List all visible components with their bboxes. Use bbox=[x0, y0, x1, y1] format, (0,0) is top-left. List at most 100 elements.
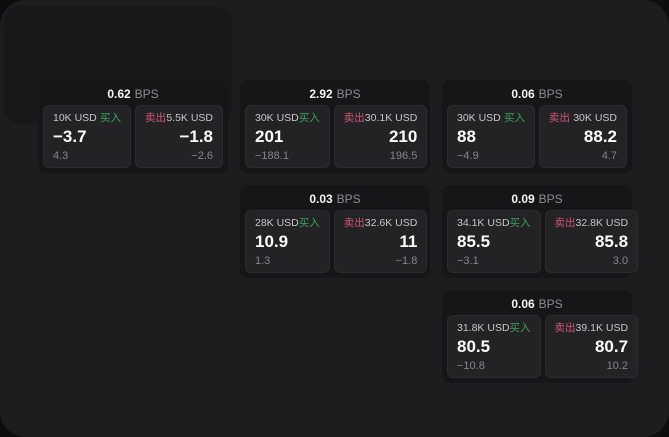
bps-value: 0.09 bbox=[511, 192, 535, 206]
buy-panel-header: 10K USD 买入 bbox=[53, 112, 121, 124]
buy-sub-value: 1.3 bbox=[255, 255, 271, 267]
sell-quote-panel[interactable]: 卖出 39.1K USD 80.7 10.2 bbox=[544, 315, 639, 378]
buy-price: 88 bbox=[457, 127, 476, 146]
bps-value: 2.92 bbox=[309, 87, 333, 101]
sell-price: 11 bbox=[399, 232, 418, 251]
sell-panel-header: 卖出 30K USD bbox=[549, 112, 617, 124]
sell-side-label: 卖出 bbox=[549, 112, 570, 124]
sell-side-label: 卖出 bbox=[554, 322, 576, 334]
buy-price: 201 bbox=[255, 127, 284, 146]
buy-side-label: 买入 bbox=[504, 112, 525, 124]
sell-side-label: 卖出 bbox=[145, 112, 166, 124]
buy-sub-value: −3.1 bbox=[457, 255, 479, 267]
bps-unit-label: BPS bbox=[336, 192, 361, 206]
sell-price: −1.8 bbox=[179, 127, 213, 146]
sell-sub-value: 4.7 bbox=[601, 150, 617, 162]
buy-sub-value: −188.1 bbox=[255, 150, 289, 162]
sell-price: 88.2 bbox=[583, 127, 617, 146]
bps-value: 0.03 bbox=[309, 192, 333, 206]
quote-card: 0.09 BPS 34.1K USD 买入 85.5 −3.1 卖出 bbox=[442, 185, 639, 278]
sell-quote-panel[interactable]: 卖出 5.5K USD −1.8 −2.6 bbox=[135, 105, 223, 168]
bps-unit-label: BPS bbox=[538, 297, 563, 311]
bps-unit-label: BPS bbox=[538, 87, 563, 101]
buy-amount: 30K USD bbox=[255, 112, 299, 124]
bps-header: 2.92 BPS bbox=[245, 85, 425, 103]
sell-panel-header: 卖出 32.8K USD bbox=[555, 217, 629, 229]
sell-sub-value: −1.8 bbox=[395, 255, 418, 267]
sell-price: 85.8 bbox=[594, 232, 629, 251]
buy-amount: 30K USD bbox=[457, 112, 501, 124]
sell-amount: 30.1K USD bbox=[364, 112, 418, 124]
quote-card: 0.62 BPS 10K USD 买入 −3.7 4.3 卖出 bbox=[38, 80, 228, 173]
sell-sub-value: 10.2 bbox=[606, 360, 629, 372]
sell-panel-header: 卖出 32.6K USD bbox=[344, 217, 418, 229]
bps-unit-label: BPS bbox=[336, 87, 361, 101]
quote-panels: 28K USD 买入 10.9 1.3 卖出 32.6K USD 11 −1.8 bbox=[245, 210, 428, 273]
buy-quote-panel[interactable]: 34.1K USD 买入 85.5 −3.1 bbox=[447, 210, 541, 273]
bps-value: 0.06 bbox=[511, 87, 535, 101]
buy-sub-value: −10.8 bbox=[457, 360, 485, 372]
buy-side-label: 买入 bbox=[100, 112, 121, 124]
buy-quote-panel[interactable]: 30K USD 买入 201 −188.1 bbox=[245, 105, 330, 168]
sell-quote-panel[interactable]: 卖出 32.8K USD 85.8 3.0 bbox=[544, 210, 639, 273]
buy-panel-header: 30K USD 买入 bbox=[457, 112, 525, 124]
buy-panel-header: 31.8K USD 买入 bbox=[457, 322, 531, 334]
buy-amount: 31.8K USD bbox=[457, 322, 510, 334]
sell-sub-value: 196.5 bbox=[389, 150, 418, 162]
quote-panels: 30K USD 买入 88 −4.9 卖出 30K USD 88.2 4.7 bbox=[447, 105, 627, 168]
buy-price: 80.5 bbox=[457, 337, 491, 356]
bps-header: 0.06 BPS bbox=[447, 85, 627, 103]
buy-panel-header: 34.1K USD 买入 bbox=[457, 217, 531, 229]
quote-panels: 31.8K USD 买入 80.5 −10.8 卖出 39.1K USD 80.… bbox=[447, 315, 639, 378]
buy-side-label: 买入 bbox=[509, 322, 531, 334]
bps-header: 0.06 BPS bbox=[447, 295, 627, 313]
sell-sub-value: 3.0 bbox=[612, 255, 629, 267]
buy-sub-value: −4.9 bbox=[457, 150, 479, 162]
buy-amount: 28K USD bbox=[255, 217, 299, 229]
buy-side-label: 买入 bbox=[298, 217, 320, 229]
sell-sub-value: −2.6 bbox=[191, 150, 213, 162]
sell-quote-panel[interactable]: 卖出 30K USD 88.2 4.7 bbox=[539, 105, 627, 168]
sell-amount: 32.6K USD bbox=[364, 217, 418, 229]
buy-sub-value: 4.3 bbox=[53, 150, 69, 162]
sell-quote-panel[interactable]: 卖出 32.6K USD 11 −1.8 bbox=[333, 210, 428, 273]
bps-value: 0.62 bbox=[107, 87, 131, 101]
buy-price: −3.7 bbox=[53, 127, 87, 146]
sell-panel-header: 卖出 30.1K USD bbox=[344, 112, 418, 124]
bps-header: 0.09 BPS bbox=[447, 190, 627, 208]
sell-side-label: 卖出 bbox=[554, 217, 576, 229]
sell-amount: 30K USD bbox=[573, 112, 617, 124]
sell-side-label: 卖出 bbox=[343, 217, 365, 229]
buy-quote-panel[interactable]: 28K USD 买入 10.9 1.3 bbox=[245, 210, 330, 273]
quote-cards-grid: 0.62 BPS 10K USD 买入 −3.7 4.3 卖出 bbox=[38, 80, 639, 383]
buy-side-label: 买入 bbox=[509, 217, 531, 229]
buy-amount: 34.1K USD bbox=[457, 217, 510, 229]
sell-amount: 5.5K USD bbox=[166, 112, 213, 124]
sell-side-label: 卖出 bbox=[343, 112, 365, 124]
sell-amount: 32.8K USD bbox=[575, 217, 629, 229]
bps-unit-label: BPS bbox=[538, 192, 563, 206]
buy-amount: 10K USD bbox=[53, 112, 97, 124]
quote-card: 0.06 BPS 31.8K USD 买入 80.5 −10.8 卖 bbox=[442, 290, 639, 383]
quote-card: 0.06 BPS 30K USD 买入 88 −4.9 卖出 bbox=[442, 80, 632, 173]
buy-price: 85.5 bbox=[457, 232, 491, 251]
buy-side-label: 买入 bbox=[298, 112, 320, 124]
bps-unit-label: BPS bbox=[134, 87, 159, 101]
buy-panel-header: 28K USD 买入 bbox=[255, 217, 320, 229]
quote-panels: 30K USD 买入 201 −188.1 卖出 30.1K USD 210 1… bbox=[245, 105, 428, 168]
sell-quote-panel[interactable]: 卖出 30.1K USD 210 196.5 bbox=[333, 105, 428, 168]
quote-card: 0.03 BPS 28K USD 买入 10.9 1.3 卖出 bbox=[240, 185, 430, 278]
sell-price: 210 bbox=[388, 127, 418, 146]
sell-amount: 39.1K USD bbox=[575, 322, 629, 334]
quote-card: 2.92 BPS 30K USD 买入 201 −188.1 卖出 bbox=[240, 80, 430, 173]
buy-quote-panel[interactable]: 30K USD 买入 88 −4.9 bbox=[447, 105, 535, 168]
quote-panels: 10K USD 买入 −3.7 4.3 卖出 5.5K USD −1.8 −2.… bbox=[43, 105, 223, 168]
sell-panel-header: 卖出 5.5K USD bbox=[145, 112, 213, 124]
buy-quote-panel[interactable]: 10K USD 买入 −3.7 4.3 bbox=[43, 105, 131, 168]
buy-price: 10.9 bbox=[255, 232, 289, 251]
quote-panels: 34.1K USD 买入 85.5 −3.1 卖出 32.8K USD 85.8… bbox=[447, 210, 639, 273]
bps-value: 0.06 bbox=[511, 297, 535, 311]
buy-quote-panel[interactable]: 31.8K USD 买入 80.5 −10.8 bbox=[447, 315, 541, 378]
